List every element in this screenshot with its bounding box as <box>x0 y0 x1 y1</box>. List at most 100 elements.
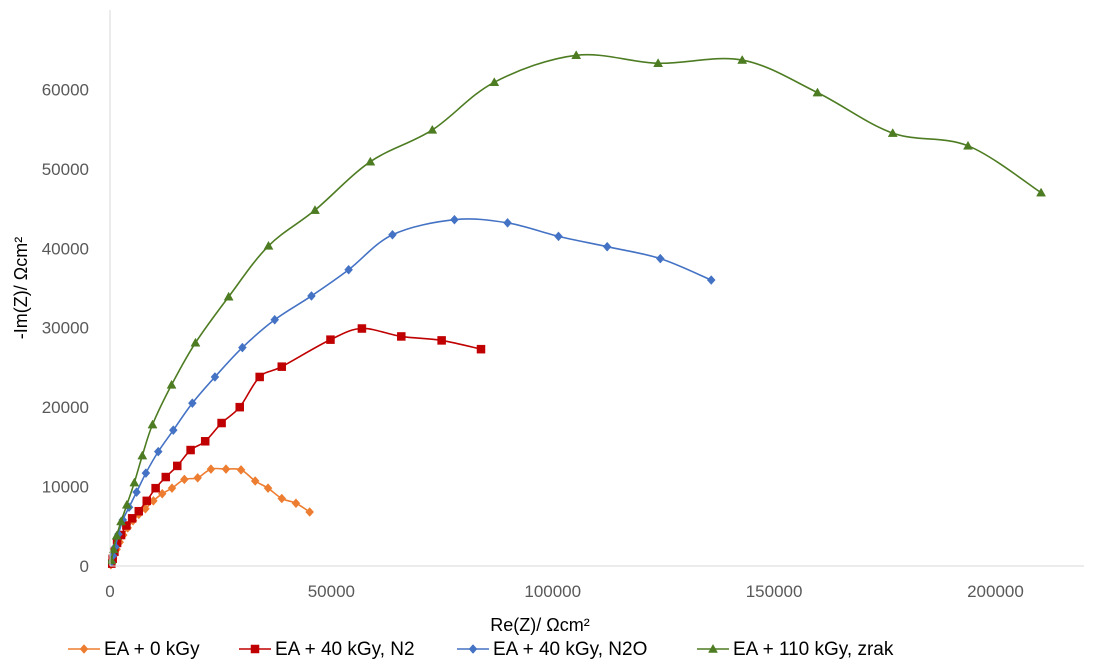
data-point <box>168 425 178 436</box>
data-point <box>489 77 500 87</box>
data-point <box>108 544 119 554</box>
data-point <box>427 124 438 134</box>
data-point <box>127 514 137 523</box>
data-point <box>166 379 177 389</box>
data-point <box>397 332 406 341</box>
data-point <box>221 464 231 474</box>
series-3 <box>108 214 716 567</box>
data-point <box>450 214 459 225</box>
x-tick-label: 200000 <box>967 582 1024 601</box>
x-tick-labels: 0 50000 100000 150000 200000 <box>105 582 1024 601</box>
data-point <box>147 419 158 429</box>
data-point <box>263 240 274 250</box>
data-point <box>263 483 273 494</box>
data-point <box>173 461 182 471</box>
y-tick-labels: 0 10000 20000 30000 40000 50000 60000 <box>42 80 89 576</box>
data-point <box>812 87 823 97</box>
data-point <box>238 342 247 353</box>
data-point <box>602 241 612 252</box>
series-line <box>110 327 482 564</box>
data-point <box>223 291 234 301</box>
data-point <box>476 344 486 354</box>
data-point <box>141 468 151 478</box>
y-tick-label: 10000 <box>42 478 89 497</box>
x-tick-label: 50000 <box>308 582 355 601</box>
data-point <box>111 530 122 540</box>
series-line <box>110 218 712 563</box>
legend-label: EA + 0 kGy <box>104 639 200 660</box>
legend-label: EA + 110 kGy, zrak <box>733 639 894 660</box>
data-point <box>270 314 280 325</box>
data-point <box>137 450 148 460</box>
x-tick-label: 0 <box>105 582 114 601</box>
data-point <box>887 128 898 137</box>
data-point <box>142 496 151 506</box>
data-point <box>235 402 244 412</box>
series-line <box>110 53 1042 561</box>
data-point <box>307 291 316 301</box>
legend-swatch-marker <box>250 644 260 654</box>
data-point <box>737 55 748 64</box>
legend-item: EA + 110 kGy, zrak <box>697 639 894 660</box>
data-point <box>200 437 210 446</box>
data-point <box>129 477 140 487</box>
data-point <box>217 418 226 428</box>
data-point <box>655 253 665 264</box>
data-point <box>116 516 126 526</box>
legend-swatch-marker <box>468 644 478 654</box>
series-2 <box>108 324 486 568</box>
series-1 <box>108 464 315 570</box>
data-point <box>437 336 446 345</box>
legend-swatch-marker <box>708 643 718 653</box>
data-point <box>344 264 353 275</box>
data-point <box>1036 187 1046 197</box>
data-point <box>277 493 287 504</box>
data-point <box>134 506 144 516</box>
y-axis-title: -Im(Z)/ Ωcm² <box>11 237 31 339</box>
legend-item: EA + 0 kGy <box>68 639 200 660</box>
data-point <box>277 362 287 371</box>
data-point <box>326 335 335 344</box>
data-point <box>206 464 216 474</box>
data-point <box>388 229 397 240</box>
x-tick-label: 100000 <box>524 582 581 601</box>
data-point <box>706 275 716 285</box>
data-point <box>653 58 664 67</box>
legend-item: EA + 40 kGy, N2 <box>239 639 415 660</box>
y-tick-label: 50000 <box>42 160 89 179</box>
data-point <box>167 483 177 494</box>
data-point <box>132 487 141 498</box>
data-point <box>121 499 132 509</box>
data-point <box>365 156 376 166</box>
data-point <box>161 472 171 482</box>
data-point <box>236 465 246 475</box>
data-point <box>186 445 195 455</box>
data-point <box>151 483 160 493</box>
data-point <box>255 372 264 382</box>
data-point <box>305 507 315 517</box>
x-tick-label: 150000 <box>746 582 803 601</box>
legend-label: EA + 40 kGy, N2O <box>493 639 647 660</box>
y-tick-label: 40000 <box>42 239 89 258</box>
y-tick-label: 60000 <box>42 80 89 99</box>
data-point <box>153 446 163 457</box>
data-point <box>122 521 131 530</box>
data-point <box>357 324 367 333</box>
legend: EA + 0 kGy EA + 40 kGy, N2 EA + 40 kGy, N2… <box>68 639 894 660</box>
legend-swatch-marker <box>79 644 89 654</box>
data-point <box>291 498 301 509</box>
x-axis-title: Re(Z)/ Ωcm² <box>490 615 589 635</box>
y-tick-label: 20000 <box>42 398 89 417</box>
data-point <box>193 472 202 483</box>
y-tick-label: 30000 <box>42 319 89 338</box>
data-point <box>310 205 320 214</box>
data-point <box>554 231 563 242</box>
legend-item: EA + 40 kGy, N2O <box>457 639 647 660</box>
data-point <box>571 50 582 60</box>
data-point <box>210 372 220 382</box>
legend-label: EA + 40 kGy, N2 <box>275 639 415 660</box>
data-point <box>190 337 201 347</box>
data-point <box>250 476 260 486</box>
data-point <box>180 474 189 485</box>
